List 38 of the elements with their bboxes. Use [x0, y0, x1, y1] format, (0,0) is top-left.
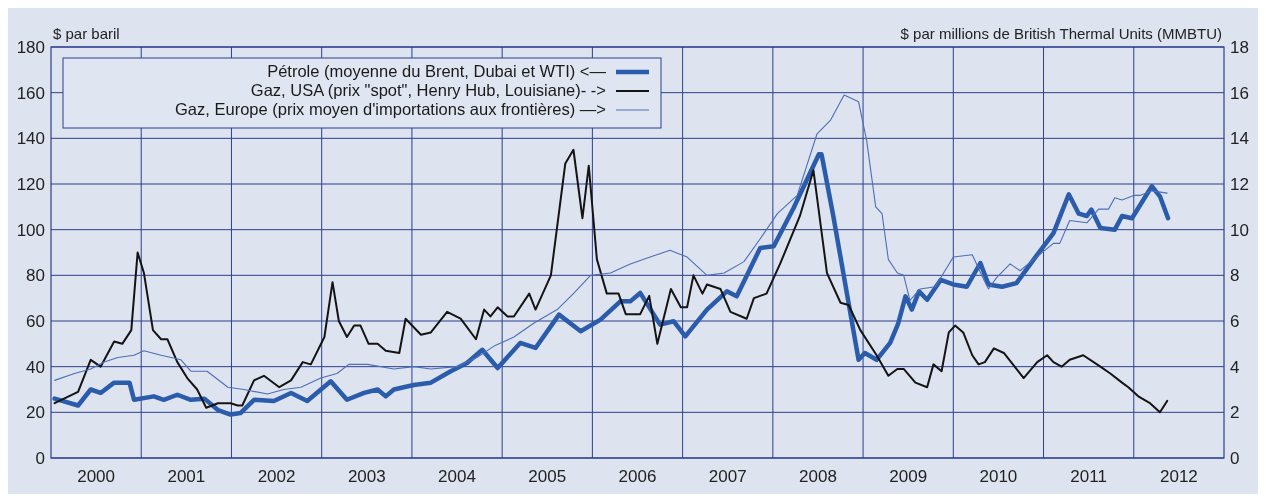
y2-tick-label: 6 [1230, 311, 1240, 331]
x-tick-label: 2012 [1159, 467, 1198, 486]
y2-tick-label: 16 [1230, 83, 1249, 103]
y2-tick-label: 10 [1230, 220, 1249, 240]
y-tick-label: 120 [16, 174, 45, 194]
y2-axis-title: $ par millions de British Thermal Units (MMBTU) [900, 25, 1222, 42]
y2-tick-label: 18 [1230, 37, 1249, 57]
y2-tick-label: 0 [1230, 448, 1240, 468]
x-tick-label: 2000 [77, 467, 116, 486]
y2-tick-label: 2 [1230, 403, 1240, 423]
y-tick-label: 60 [26, 311, 45, 331]
y-axis-title: $ par baril [53, 25, 120, 42]
legend-label: Pétrole (moyenne du Brent, Dubai et WTI) <— [267, 62, 607, 80]
x-tick-label: 2006 [618, 467, 657, 486]
x-tick-label: 2003 [347, 467, 386, 486]
y-tick-label: 0 [35, 448, 45, 468]
x-tick-label: 2008 [799, 467, 837, 486]
y2-tick-label: 12 [1230, 174, 1249, 194]
y-tick-label: 180 [16, 37, 45, 57]
y2-tick-label: 14 [1230, 129, 1249, 149]
x-tick-label: 2010 [979, 467, 1018, 486]
y-tick-label: 80 [26, 266, 45, 286]
legend-label: Gaz, USA (prix "spot", Henry Hub, Louisiane)- -> [250, 81, 606, 99]
y-tick-label: 140 [16, 129, 45, 149]
x-tick-label: 2005 [528, 467, 567, 486]
x-tick-label: 2004 [438, 467, 476, 486]
y2-tick-label: 8 [1230, 266, 1240, 286]
y2-tick-label: 4 [1230, 357, 1240, 377]
x-tick-label: 2002 [257, 467, 296, 486]
legend-label: Gaz, Europe (prix moyen d'importations aux frontières) —> [175, 100, 606, 118]
x-tick-label: 2009 [889, 467, 928, 486]
y-tick-label: 100 [16, 220, 45, 240]
x-tick-label: 2011 [1070, 467, 1107, 486]
y-tick-label: 40 [26, 357, 45, 377]
x-tick-label: 2007 [708, 467, 747, 486]
y-tick-label: 20 [26, 403, 45, 423]
x-tick-label: 2001 [167, 467, 206, 486]
y-tick-label: 160 [16, 83, 45, 103]
